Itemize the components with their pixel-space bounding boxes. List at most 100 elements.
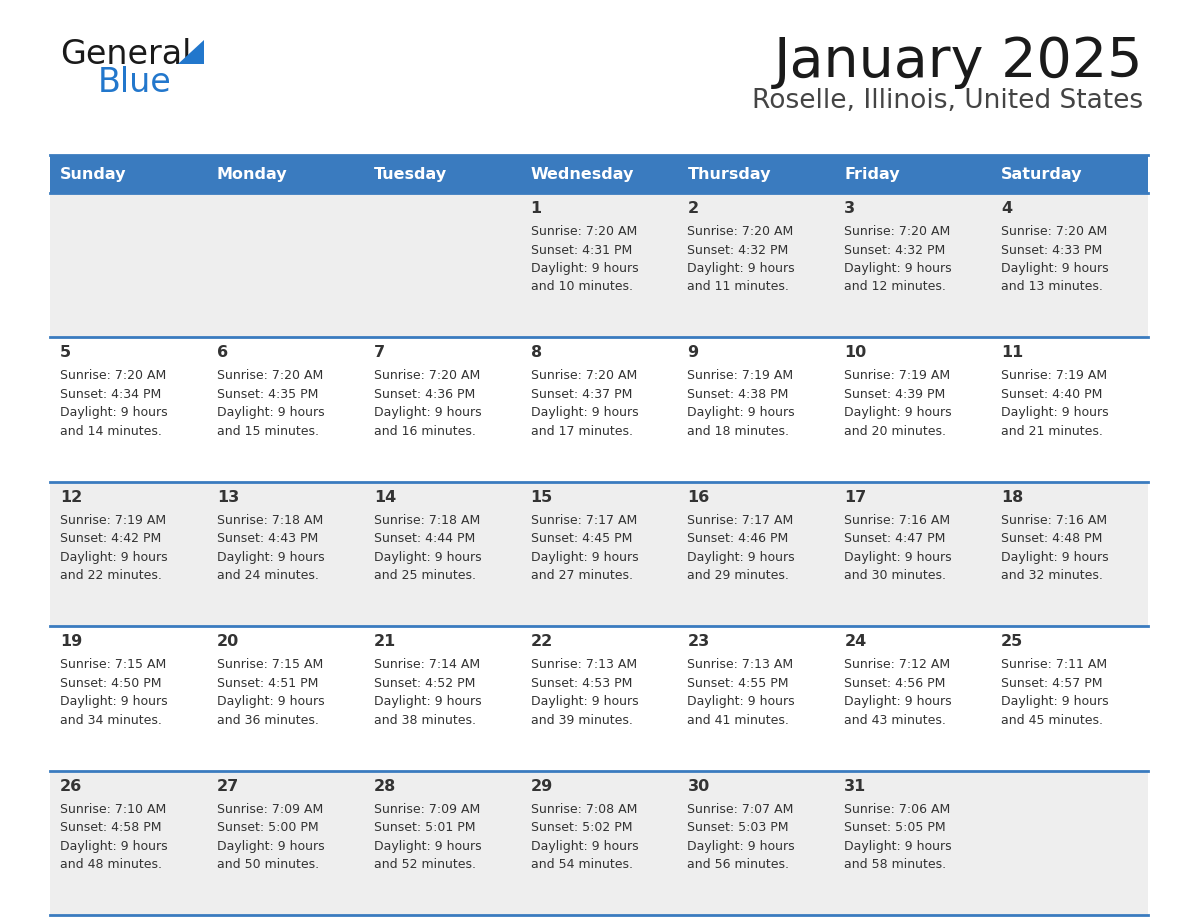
Text: Daylight: 9 hours: Daylight: 9 hours: [61, 840, 168, 853]
Text: Sunrise: 7:17 AM: Sunrise: 7:17 AM: [531, 514, 637, 527]
Text: and 15 minutes.: and 15 minutes.: [217, 425, 318, 438]
Text: Sunset: 4:57 PM: Sunset: 4:57 PM: [1001, 677, 1102, 689]
Text: Daylight: 9 hours: Daylight: 9 hours: [374, 840, 481, 853]
Text: and 20 minutes.: and 20 minutes.: [845, 425, 947, 438]
Text: 3: 3: [845, 201, 855, 216]
Text: Saturday: Saturday: [1001, 166, 1082, 182]
Text: General: General: [61, 38, 191, 71]
Text: Sunset: 5:03 PM: Sunset: 5:03 PM: [688, 821, 789, 834]
Text: and 58 minutes.: and 58 minutes.: [845, 858, 947, 871]
Text: and 30 minutes.: and 30 minutes.: [845, 569, 947, 582]
Text: Daylight: 9 hours: Daylight: 9 hours: [845, 695, 952, 708]
Text: Sunset: 5:00 PM: Sunset: 5:00 PM: [217, 821, 318, 834]
Text: Sunset: 4:35 PM: Sunset: 4:35 PM: [217, 388, 318, 401]
Text: and 50 minutes.: and 50 minutes.: [217, 858, 320, 871]
Text: Daylight: 9 hours: Daylight: 9 hours: [688, 407, 795, 420]
Text: Monday: Monday: [217, 166, 287, 182]
Text: Sunrise: 7:17 AM: Sunrise: 7:17 AM: [688, 514, 794, 527]
Text: and 18 minutes.: and 18 minutes.: [688, 425, 790, 438]
Text: 23: 23: [688, 634, 709, 649]
Text: Daylight: 9 hours: Daylight: 9 hours: [845, 840, 952, 853]
Text: Sunset: 4:32 PM: Sunset: 4:32 PM: [688, 243, 789, 256]
Text: Daylight: 9 hours: Daylight: 9 hours: [531, 840, 638, 853]
Text: Sunrise: 7:19 AM: Sunrise: 7:19 AM: [845, 369, 950, 383]
Text: and 11 minutes.: and 11 minutes.: [688, 281, 789, 294]
Text: Sunrise: 7:18 AM: Sunrise: 7:18 AM: [374, 514, 480, 527]
Bar: [50, 626, 1148, 770]
Text: Daylight: 9 hours: Daylight: 9 hours: [688, 695, 795, 708]
Text: 30: 30: [688, 778, 709, 793]
Text: Sunset: 5:05 PM: Sunset: 5:05 PM: [845, 821, 946, 834]
Text: and 48 minutes.: and 48 minutes.: [61, 858, 162, 871]
Text: Sunrise: 7:16 AM: Sunrise: 7:16 AM: [845, 514, 950, 527]
Text: and 27 minutes.: and 27 minutes.: [531, 569, 632, 582]
Text: and 21 minutes.: and 21 minutes.: [1001, 425, 1102, 438]
Text: Sunset: 4:39 PM: Sunset: 4:39 PM: [845, 388, 946, 401]
Text: Sunrise: 7:18 AM: Sunrise: 7:18 AM: [217, 514, 323, 527]
Text: 20: 20: [217, 634, 239, 649]
Text: Sunset: 4:56 PM: Sunset: 4:56 PM: [845, 677, 946, 689]
Text: Sunrise: 7:13 AM: Sunrise: 7:13 AM: [531, 658, 637, 671]
Text: Sunset: 4:31 PM: Sunset: 4:31 PM: [531, 243, 632, 256]
Bar: [50, 770, 1148, 915]
Text: 21: 21: [374, 634, 396, 649]
Text: Sunrise: 7:15 AM: Sunrise: 7:15 AM: [61, 658, 166, 671]
Text: Daylight: 9 hours: Daylight: 9 hours: [217, 695, 324, 708]
Text: Daylight: 9 hours: Daylight: 9 hours: [61, 551, 168, 564]
Text: and 36 minutes.: and 36 minutes.: [217, 713, 318, 727]
Text: Sunrise: 7:08 AM: Sunrise: 7:08 AM: [531, 802, 637, 815]
Text: Sunset: 4:46 PM: Sunset: 4:46 PM: [688, 532, 789, 545]
Text: Tuesday: Tuesday: [374, 166, 447, 182]
Text: and 29 minutes.: and 29 minutes.: [688, 569, 789, 582]
Text: Daylight: 9 hours: Daylight: 9 hours: [531, 695, 638, 708]
Text: Sunrise: 7:20 AM: Sunrise: 7:20 AM: [688, 225, 794, 238]
Text: Sunrise: 7:20 AM: Sunrise: 7:20 AM: [531, 225, 637, 238]
Text: Roselle, Illinois, United States: Roselle, Illinois, United States: [752, 88, 1143, 114]
Text: Sunset: 4:45 PM: Sunset: 4:45 PM: [531, 532, 632, 545]
Text: Daylight: 9 hours: Daylight: 9 hours: [374, 695, 481, 708]
Text: 1: 1: [531, 201, 542, 216]
Text: Sunrise: 7:10 AM: Sunrise: 7:10 AM: [61, 802, 166, 815]
Text: and 24 minutes.: and 24 minutes.: [217, 569, 318, 582]
Text: and 13 minutes.: and 13 minutes.: [1001, 281, 1102, 294]
Text: Daylight: 9 hours: Daylight: 9 hours: [688, 262, 795, 275]
Text: and 41 minutes.: and 41 minutes.: [688, 713, 789, 727]
Text: Sunset: 4:38 PM: Sunset: 4:38 PM: [688, 388, 789, 401]
Text: Sunrise: 7:09 AM: Sunrise: 7:09 AM: [217, 802, 323, 815]
Text: Sunset: 4:53 PM: Sunset: 4:53 PM: [531, 677, 632, 689]
Text: 24: 24: [845, 634, 866, 649]
Text: Sunrise: 7:20 AM: Sunrise: 7:20 AM: [217, 369, 323, 383]
Text: 16: 16: [688, 490, 709, 505]
Text: Wednesday: Wednesday: [531, 166, 634, 182]
Text: Sunset: 4:33 PM: Sunset: 4:33 PM: [1001, 243, 1102, 256]
Text: 27: 27: [217, 778, 239, 793]
Text: Sunset: 5:01 PM: Sunset: 5:01 PM: [374, 821, 475, 834]
Text: and 45 minutes.: and 45 minutes.: [1001, 713, 1104, 727]
Text: Daylight: 9 hours: Daylight: 9 hours: [217, 407, 324, 420]
Text: and 39 minutes.: and 39 minutes.: [531, 713, 632, 727]
Text: and 38 minutes.: and 38 minutes.: [374, 713, 475, 727]
Text: Daylight: 9 hours: Daylight: 9 hours: [61, 407, 168, 420]
Text: Daylight: 9 hours: Daylight: 9 hours: [374, 407, 481, 420]
Text: Daylight: 9 hours: Daylight: 9 hours: [217, 551, 324, 564]
Text: 4: 4: [1001, 201, 1012, 216]
Text: Sunrise: 7:19 AM: Sunrise: 7:19 AM: [688, 369, 794, 383]
Text: 11: 11: [1001, 345, 1023, 361]
Text: Daylight: 9 hours: Daylight: 9 hours: [845, 407, 952, 420]
Bar: [50, 338, 1148, 482]
Text: Daylight: 9 hours: Daylight: 9 hours: [531, 551, 638, 564]
Text: 8: 8: [531, 345, 542, 361]
Text: Sunrise: 7:14 AM: Sunrise: 7:14 AM: [374, 658, 480, 671]
Text: and 22 minutes.: and 22 minutes.: [61, 569, 162, 582]
Text: 25: 25: [1001, 634, 1023, 649]
Text: Sunrise: 7:20 AM: Sunrise: 7:20 AM: [374, 369, 480, 383]
Text: Daylight: 9 hours: Daylight: 9 hours: [531, 407, 638, 420]
Text: Sunrise: 7:15 AM: Sunrise: 7:15 AM: [217, 658, 323, 671]
Text: Sunset: 4:43 PM: Sunset: 4:43 PM: [217, 532, 318, 545]
Text: Blue: Blue: [97, 66, 172, 99]
Text: and 12 minutes.: and 12 minutes.: [845, 281, 946, 294]
Bar: [50, 193, 1148, 338]
Text: Friday: Friday: [845, 166, 901, 182]
Text: and 56 minutes.: and 56 minutes.: [688, 858, 790, 871]
Text: Daylight: 9 hours: Daylight: 9 hours: [845, 262, 952, 275]
